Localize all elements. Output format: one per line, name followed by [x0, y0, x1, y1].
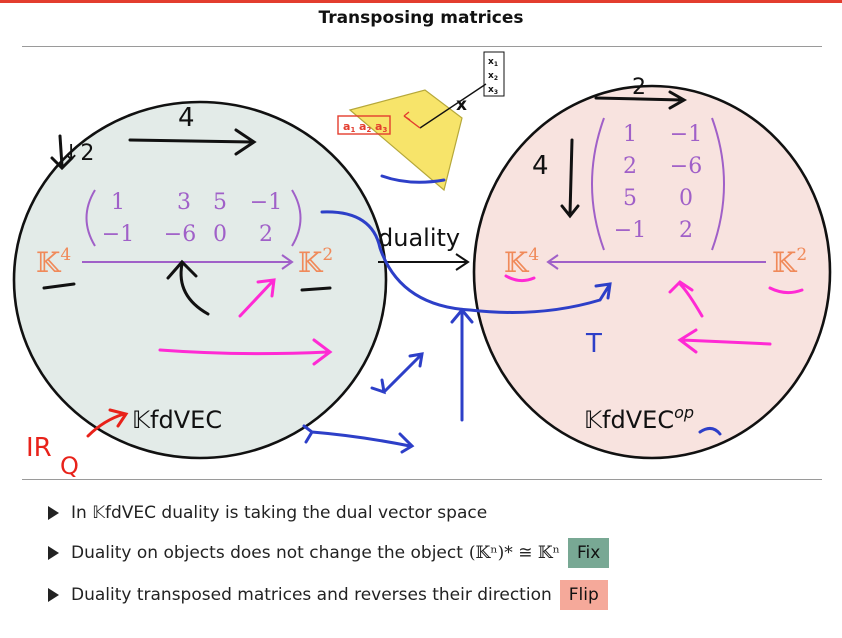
triangle-bullet-icon [48, 506, 59, 520]
column-vector-box [483, 51, 505, 97]
right-matrix-cell: 2 [679, 218, 693, 243]
duality-label: duality [378, 224, 460, 252]
left-morphism-arrowhead [281, 254, 294, 270]
bullet-text: Duality transposed matrices and reverses… [71, 585, 552, 605]
hand-count-right: 2 [632, 75, 646, 100]
duality-arrowhead [455, 253, 470, 271]
hand-up-arrow [166, 259, 210, 316]
column-vector-entry: x1 [488, 57, 498, 68]
right-matrix-cell: −1 [670, 122, 702, 147]
blue-diagonal-double-arrow [370, 352, 424, 395]
left-matrix-cell: 5 [213, 190, 227, 215]
row-vector-entry: a3 [375, 120, 387, 134]
red-field-R: IR [26, 433, 52, 463]
right-matrix-cell: −1 [614, 218, 646, 243]
right-source-object: 𝕂2 [772, 245, 807, 279]
normal-arrow [403, 111, 421, 129]
left-matrix-cell: −1 [250, 190, 282, 215]
column-vector-entry: x2 [488, 71, 498, 82]
bullet-item: In 𝕂fdVEC duality is taking the dual vec… [48, 496, 487, 530]
right-matrix-cell: 1 [623, 122, 637, 147]
right-matrix-cell: 2 [623, 154, 637, 179]
right-matrix-cell: −6 [670, 154, 702, 179]
red-field-Q: Q [60, 452, 79, 480]
slide-title: Transposing matrices [318, 8, 524, 28]
hand-arrow-top-left [128, 128, 257, 156]
fix-badge: Fix [567, 538, 610, 568]
row-vector-box [337, 115, 391, 135]
magenta-underline-left [504, 274, 536, 283]
left-matrix-close-paren [291, 189, 302, 247]
diagram-canvas: 1 3 5 −1 −1 −6 0 2 𝕂4 𝕂2 𝕂fdVEC 1 −1 2 −… [12, 51, 832, 480]
hand-dash-left [42, 282, 76, 290]
title-divider [22, 46, 822, 47]
top-accent-bar [0, 0, 842, 3]
hand-dash-right [300, 286, 332, 292]
left-matrix-cell: −6 [164, 222, 196, 247]
row-vector-entry: a1 [343, 120, 355, 134]
right-matrix-cell: 0 [679, 186, 693, 211]
magenta-underline-right [768, 286, 804, 295]
red-arrow-field [86, 408, 129, 438]
yellow-plane [348, 89, 463, 192]
left-codomain-object: 𝕂2 [298, 245, 333, 279]
column-vector-entry: x3 [488, 85, 498, 96]
left-matrix-cell: 3 [177, 190, 191, 215]
hand-down-arrow-right [560, 138, 580, 219]
right-matrix-close-paren [711, 117, 725, 251]
left-category-label: 𝕂fdVEC [132, 406, 222, 434]
blue-up-arrow [450, 307, 474, 422]
bullets-divider [22, 479, 822, 480]
hand-dims-left: ↓2 [62, 141, 94, 166]
blue-underline-op [698, 427, 722, 436]
left-matrix-cell: −1 [102, 222, 134, 247]
right-category-label: 𝕂fdVECop [584, 403, 694, 434]
left-matrix-cell: 2 [259, 222, 273, 247]
left-matrix-open-paren [85, 189, 96, 247]
triangle-bullet-icon [48, 588, 59, 602]
magenta-right-arrow [158, 338, 333, 366]
magenta-left-arrow [677, 328, 772, 354]
right-morphism-arrowhead [546, 254, 559, 270]
bullet-text: Duality on objects does not change the o… [71, 543, 463, 563]
magenta-diagonal-arrow [238, 278, 276, 318]
hand-count-right-down: 4 [532, 151, 549, 181]
bullet-item: Duality on objects does not change the o… [48, 536, 610, 570]
vector-shaft [419, 83, 487, 129]
right-matrix-cell: 5 [623, 186, 637, 211]
bullet-math: (𝕂ⁿ)* ≅ 𝕂ⁿ [468, 543, 560, 563]
bullet-item: Duality transposed matrices and reverses… [48, 578, 608, 612]
right-category-ellipse [472, 84, 832, 460]
right-target-object: 𝕂4 [504, 245, 539, 279]
vector-x-label: x [456, 95, 467, 115]
left-matrix-cell: 1 [111, 190, 125, 215]
magenta-up-arrow [668, 280, 704, 318]
blue-transpose-curve [320, 210, 612, 314]
row-vector-entry: a2 [359, 120, 371, 134]
right-matrix-open-paren [591, 117, 605, 251]
flip-badge: Flip [559, 580, 608, 610]
hand-down-arrow-left [50, 134, 74, 171]
hand-count-left: 4 [178, 103, 195, 133]
left-domain-object: 𝕂4 [36, 245, 71, 279]
blue-transpose-mark: T [585, 329, 602, 359]
left-matrix-cell: 0 [213, 222, 227, 247]
blue-swoosh-top [380, 174, 446, 184]
triangle-bullet-icon [48, 546, 59, 560]
bullet-text: In 𝕂fdVEC duality is taking the dual vec… [71, 503, 488, 523]
blue-double-arrow-bottom [302, 424, 415, 454]
hand-arrow-top-right [594, 90, 688, 110]
